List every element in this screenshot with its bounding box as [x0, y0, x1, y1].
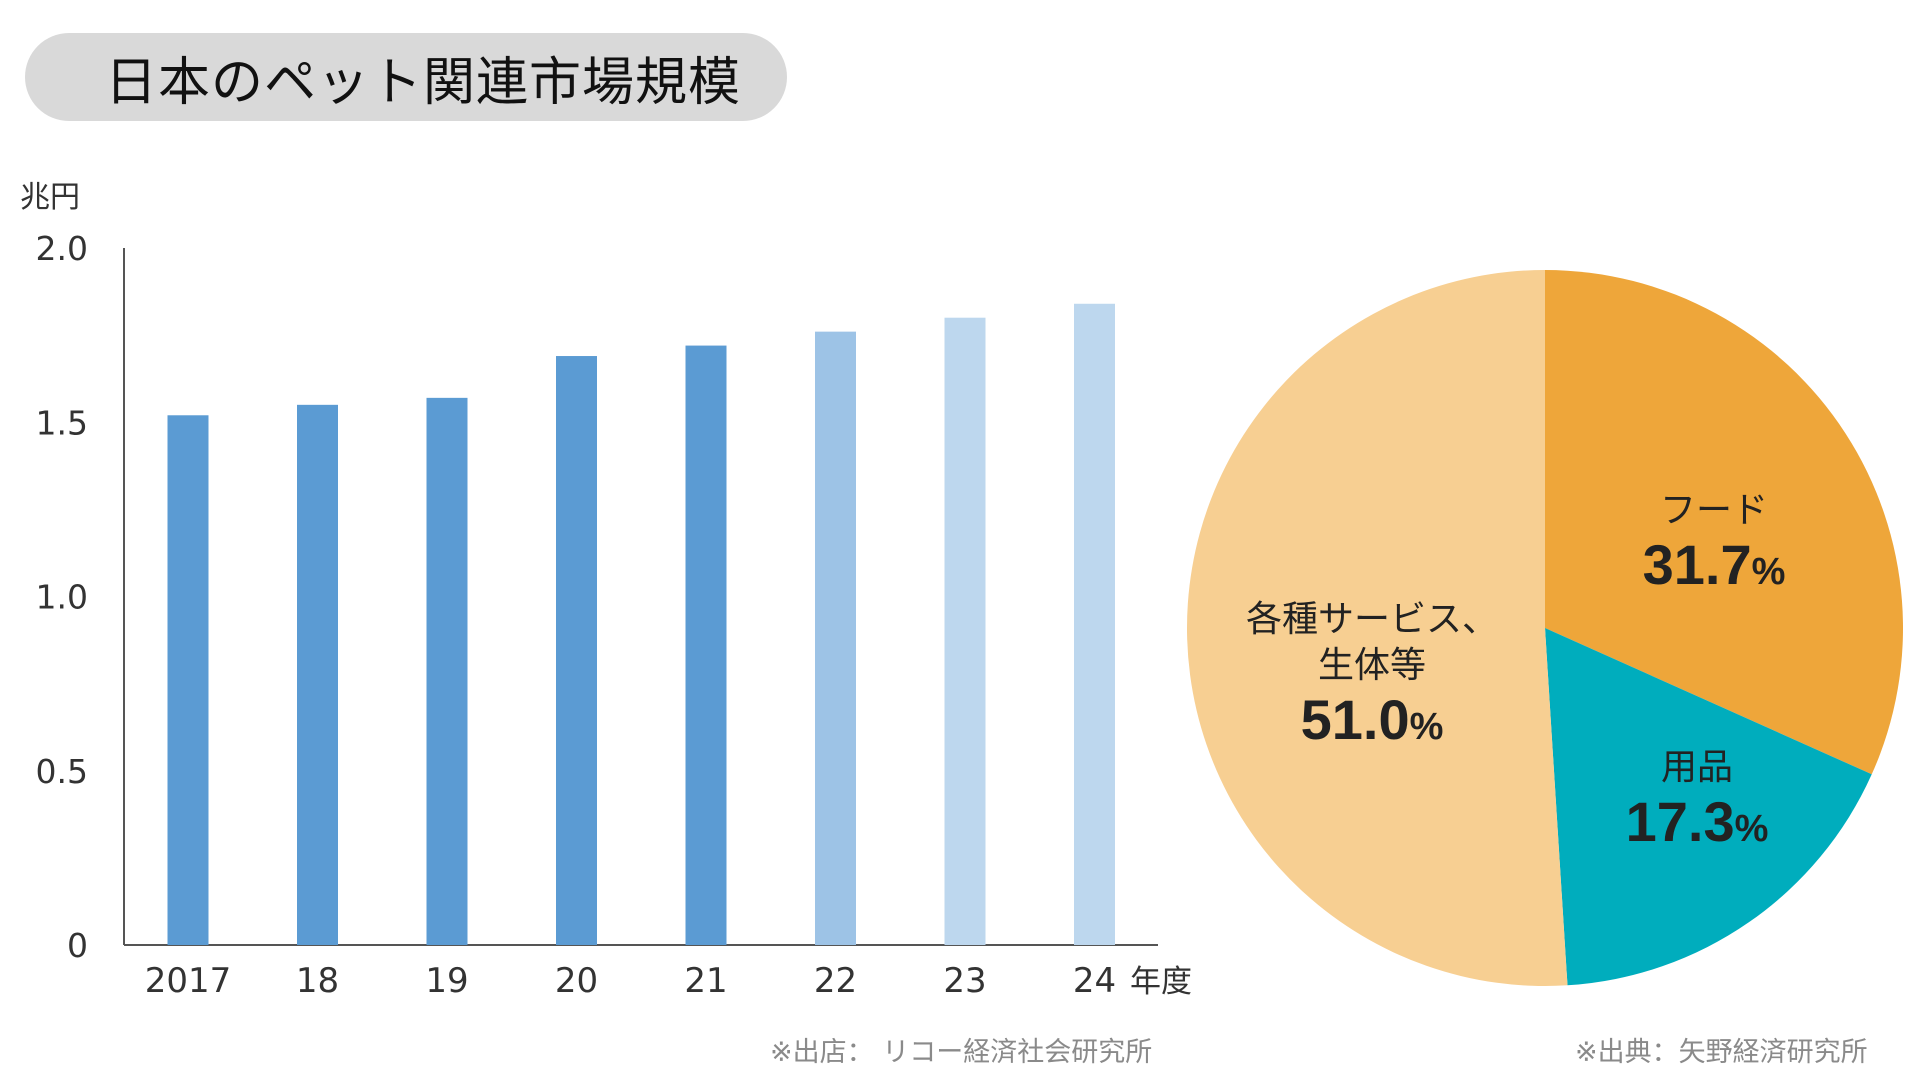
- pie-label-food-pct: %: [1751, 551, 1786, 593]
- x-tick-label-2017: 2017: [145, 961, 232, 1001]
- x-tick-label-21: 21: [684, 961, 727, 1001]
- bar-chart-source: ※出店： リコー経済社会研究所: [770, 1037, 1153, 1068]
- pie-label-goods-value: 17.3%: [1626, 791, 1769, 860]
- x-tick-label-22: 22: [814, 961, 857, 1001]
- pie-label-services: 各種サービス、 生体等 51.0%: [1246, 597, 1498, 758]
- pie-label-goods-number: 17.3: [1625, 790, 1735, 853]
- bar-2017: [167, 415, 209, 945]
- y-tick-label-3: 1.5: [36, 403, 88, 442]
- pie-label-services-pct: %: [1409, 706, 1444, 748]
- bar-19: [426, 397, 468, 946]
- pie-label-services-name-line1: 各種サービス、: [1245, 599, 1499, 640]
- bar-24: [1074, 303, 1115, 945]
- bar-22: [815, 331, 856, 945]
- bar-21: [685, 345, 727, 946]
- x-tick-label-24: 24: [1073, 961, 1116, 1001]
- pie-chart-source: ※出典：矢野経済研究所: [1575, 1037, 1868, 1068]
- pie-label-food-value: 31.7%: [1643, 534, 1786, 603]
- pie-label-food-name: フード: [1659, 490, 1769, 531]
- x-axis-suffix-label: 年度: [1130, 964, 1192, 1000]
- bar-18: [297, 404, 338, 945]
- pie-label-services-number: 51.0: [1300, 688, 1410, 751]
- y-tick-label-1: 0.5: [36, 752, 88, 791]
- y-tick-label-2: 1.0: [36, 578, 88, 617]
- bar-23: [944, 317, 986, 945]
- pie-label-goods: 用品 17.3%: [1626, 745, 1769, 860]
- x-tick-label-18: 18: [296, 961, 339, 1001]
- pie-slice-services: [1186, 270, 1568, 987]
- x-tick-label-20: 20: [555, 961, 598, 1001]
- y-tick-label-0: 0: [67, 926, 88, 965]
- pie-label-food: フード 31.7%: [1643, 488, 1786, 603]
- page-title: 日本のペット関連市場規模: [25, 33, 787, 121]
- pie-label-goods-name: 用品: [1660, 747, 1734, 788]
- pie-label-food-number: 31.7: [1642, 533, 1752, 596]
- bar-20: [556, 356, 597, 945]
- x-tick-label-19: 19: [425, 961, 468, 1001]
- pie-slice-goods: [1545, 628, 1872, 986]
- pie-label-services-name-line2: 生体等: [1317, 645, 1427, 686]
- pie-label-services-value: 51.0%: [1246, 689, 1498, 758]
- pie-label-goods-pct: %: [1734, 808, 1769, 850]
- y-axis-unit-label: 兆円: [20, 180, 80, 215]
- page-title-text: 日本のペット関連市場規模: [105, 52, 742, 113]
- pie-slice-food: [1545, 270, 1903, 775]
- y-tick-label-4: 2.0: [36, 229, 88, 268]
- x-tick-label-23: 23: [943, 961, 986, 1001]
